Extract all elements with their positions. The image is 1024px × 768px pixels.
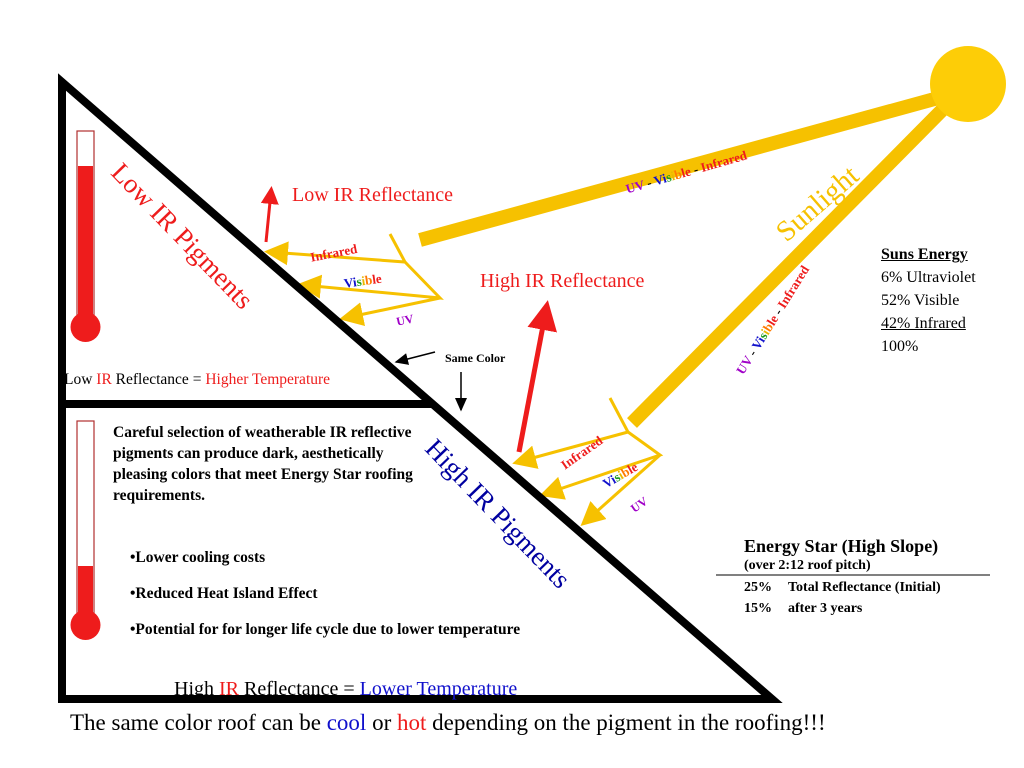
energy-star-row-value: 25% [744,580,772,595]
high-ir-equation: High IR Reflectance = Lower Temperature [174,678,517,701]
bullet-lower-cooling-costs: •Lower cooling costs [130,549,266,566]
lower-reflection [512,397,664,526]
high-ir-reflectance-arrow [516,300,558,453]
suns-energy-panel: Suns Energy 6% Ultraviolet 52% Visible 4… [881,243,976,358]
lower-uv-ray [580,453,661,526]
energy-star-row-label: Total Reflectance (Initial) [788,580,941,595]
sunlight-beam-lower [627,87,965,428]
energy-star-title: Energy Star (High Slope) [744,536,939,556]
thermometer-cool-icon [70,420,101,640]
sunlight-beam-upper [418,85,962,247]
energy-star-row: 25% Total Reflectance (Initial) [744,577,941,598]
energy-star-row: 15% after 3 years [744,598,941,619]
low-equation-ir: IR [96,371,112,388]
high-equation-ir: IR [219,678,239,700]
suns-energy-uv-row: 6% Ultraviolet [881,269,976,286]
energy-star-panel: Energy Star (High Slope) (over 2:12 roof… [744,535,941,619]
suns-energy-total-row: 100% [881,338,919,355]
high-equation-result: Lower Temperature [359,678,518,700]
upper-reflection [264,233,444,327]
energy-star-row-value: 15% [744,601,772,616]
same-color-arrow-left [394,351,436,365]
thermometer-hot-icon [70,130,101,342]
energy-star-row-label: after 3 years [788,601,863,616]
bullet-life-cycle: •Potential for for longer life cycle due… [130,621,521,638]
upper-uv-ray [339,296,441,327]
same-color-label: Same Color [445,351,506,365]
suns-energy-visible-row: 52% Visible [881,292,960,309]
high-equation-prefix: High [174,678,219,700]
suns-energy-infrared-row: 42% Infrared [881,315,966,332]
footer-hot: hot [397,710,427,735]
sunlight-beams [418,46,1006,428]
roof-outline [58,73,783,703]
footer-caption: The same color roof can be cool or hot d… [70,710,826,736]
bullet-heat-island: •Reduced Heat Island Effect [130,585,318,602]
footer-part-2: or [366,710,397,735]
sun-icon [930,46,1006,122]
description-paragraph: Careful selection of weatherable IR refl… [113,424,413,504]
low-ir-reflectance-arrow [260,186,279,243]
low-equation-prefix: Low [64,371,97,388]
high-equation-middle: Reflectance = [239,678,360,700]
roof-triangle [58,73,783,703]
suns-energy-title: Suns Energy [881,246,968,263]
low-equation-result: Higher Temperature [205,371,331,388]
footer-part-3: depending on the pigment in the roofing!… [426,710,826,735]
footer-cool: cool [326,710,367,735]
footer-part-1: The same color roof can be [70,710,327,735]
energy-star-subtitle: (over 2:12 roof pitch) [744,558,871,573]
low-equation-middle: Reflectance = [111,371,206,388]
high-ir-reflectance-label: High IR Reflectance [480,270,645,292]
low-ir-reflectance-label: Low IR Reflectance [292,184,454,206]
low-ir-equation: Low IR Reflectance = Higher Temperature [64,371,330,389]
